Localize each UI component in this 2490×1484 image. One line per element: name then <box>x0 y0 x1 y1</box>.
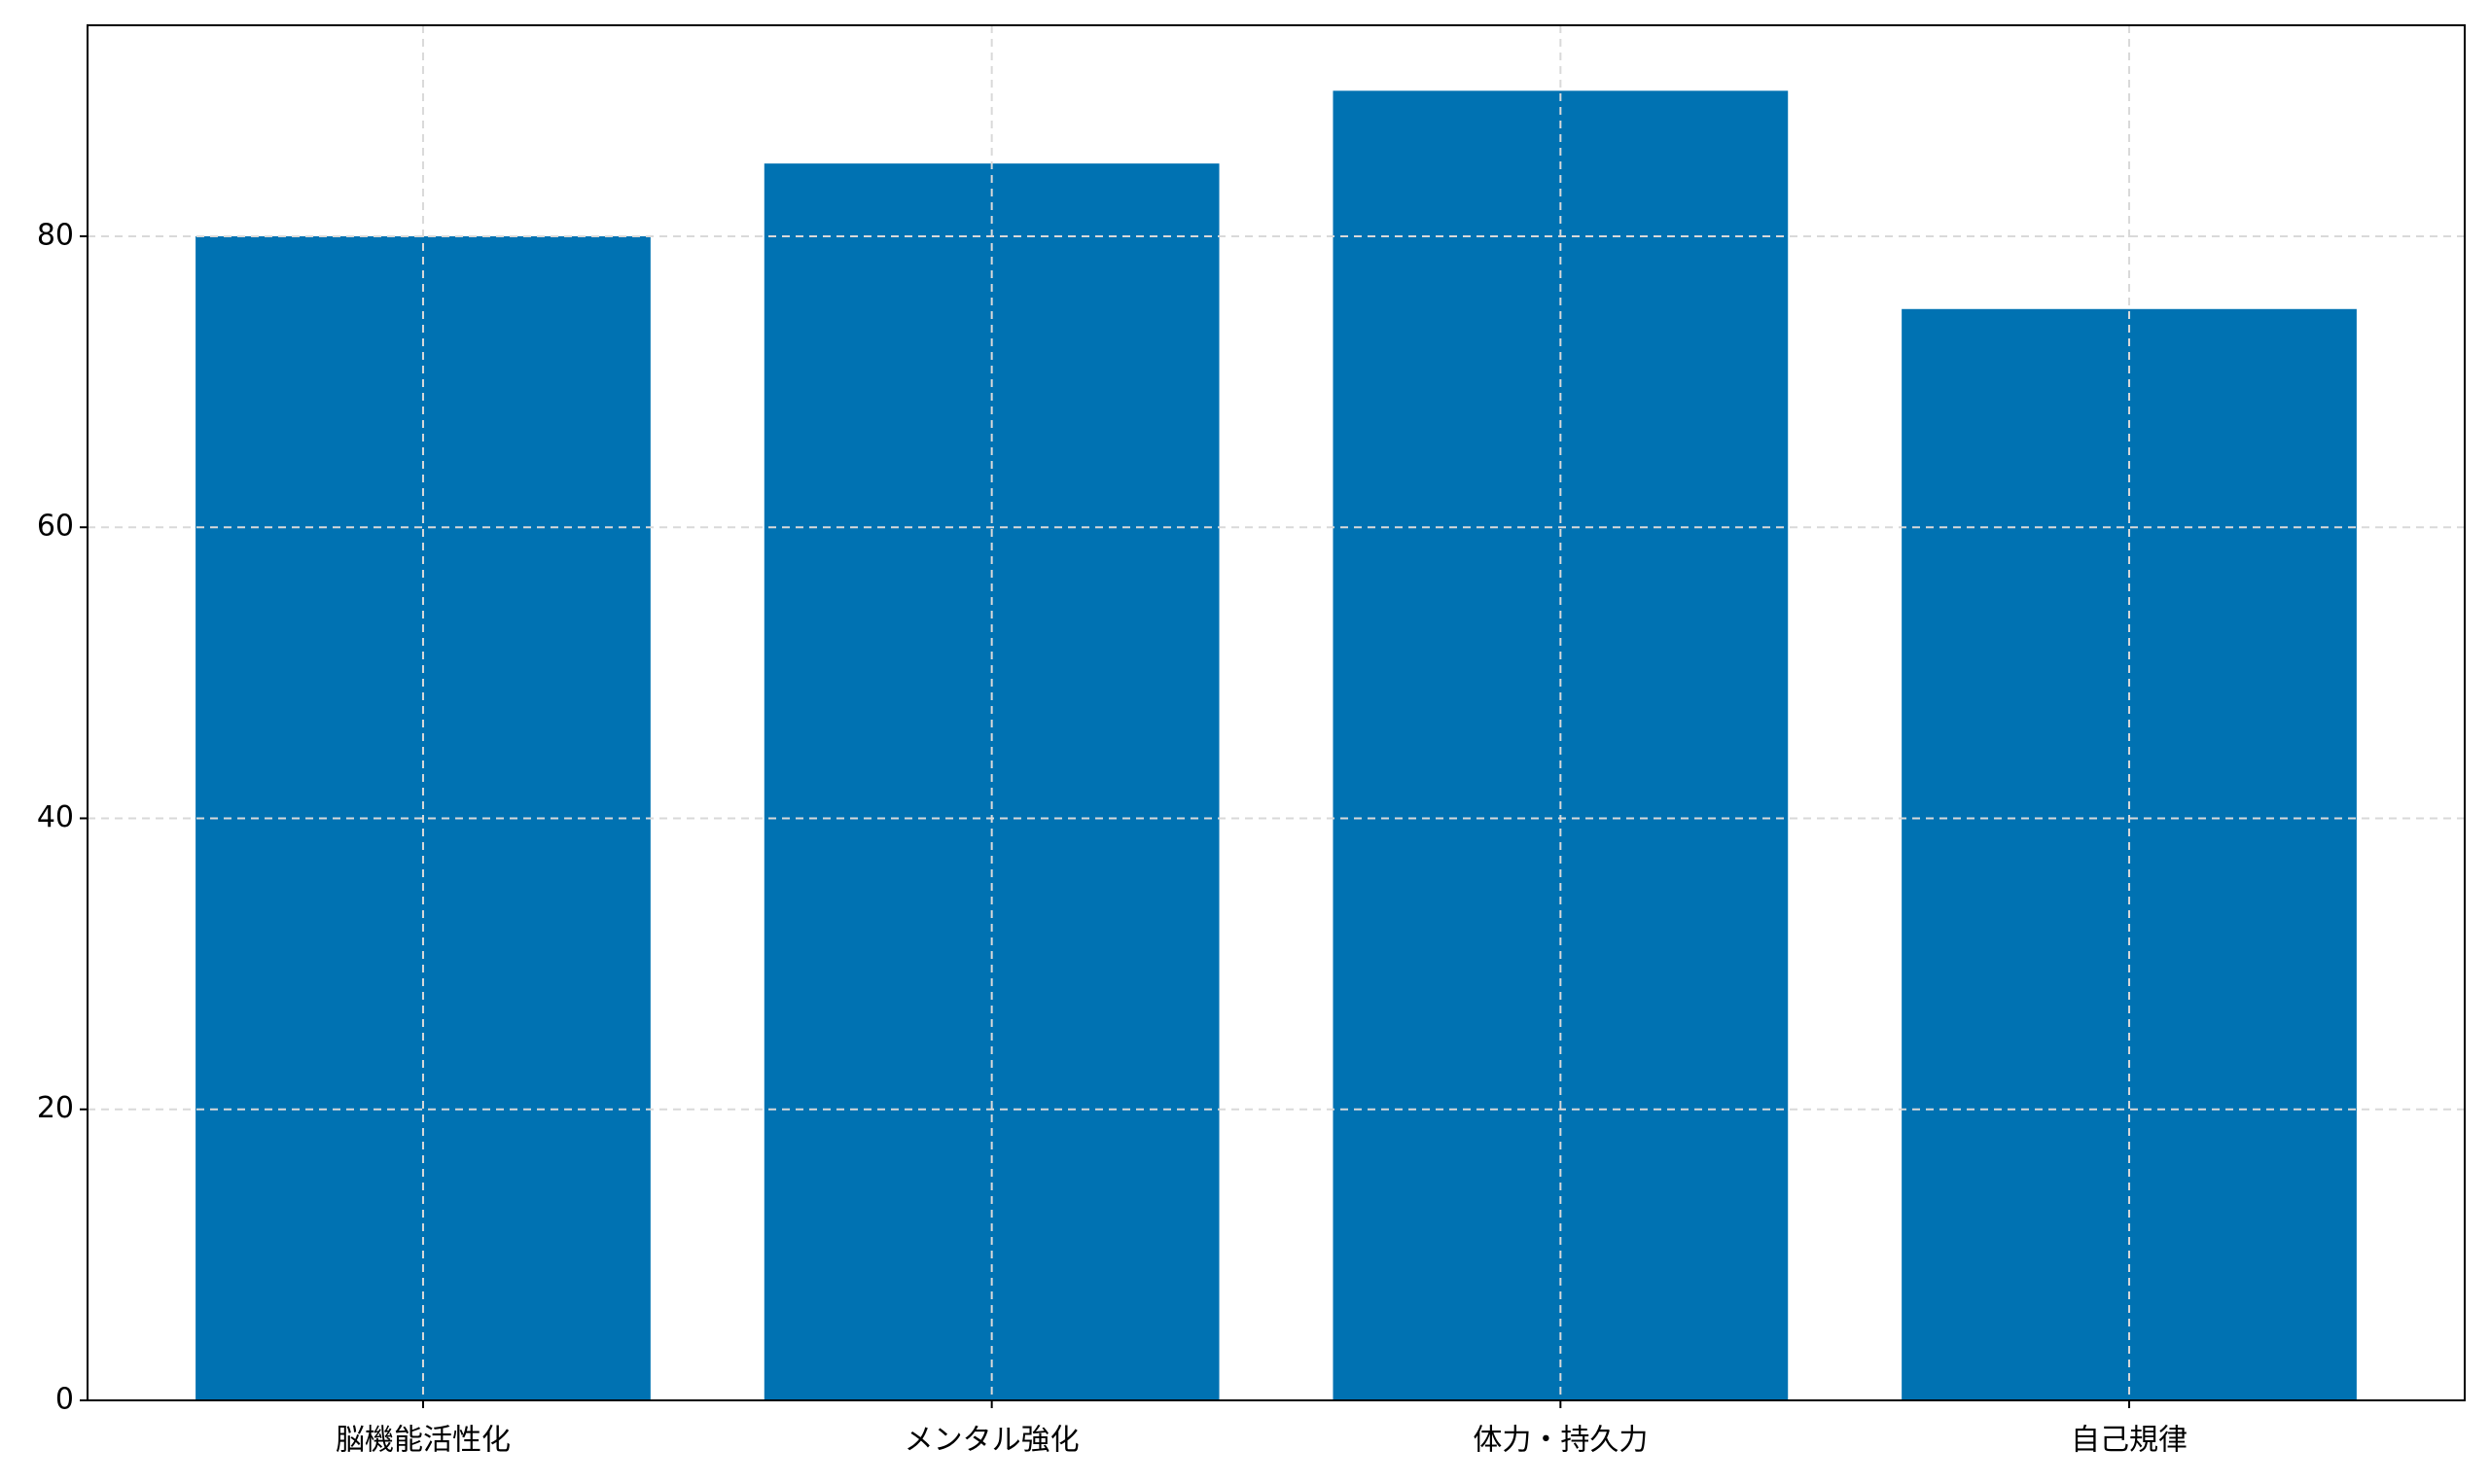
bar <box>1333 90 1789 1400</box>
x-tick-label: メンタル強化 <box>905 1424 1080 1458</box>
x-tick-label: 体力・持久力 <box>1473 1424 1648 1458</box>
y-tick-label: 40 <box>37 800 74 834</box>
y-tick-label: 20 <box>37 1091 74 1125</box>
plot-frame <box>87 24 2466 1401</box>
y-tick-label: 80 <box>37 218 74 252</box>
x-tick-label: 脳機能活性化 <box>336 1424 511 1458</box>
x-tick-label: 自己規律 <box>2071 1424 2188 1458</box>
y-tick-label: 0 <box>55 1383 74 1417</box>
y-tick-label: 60 <box>37 510 74 544</box>
bar <box>1902 308 2357 1400</box>
